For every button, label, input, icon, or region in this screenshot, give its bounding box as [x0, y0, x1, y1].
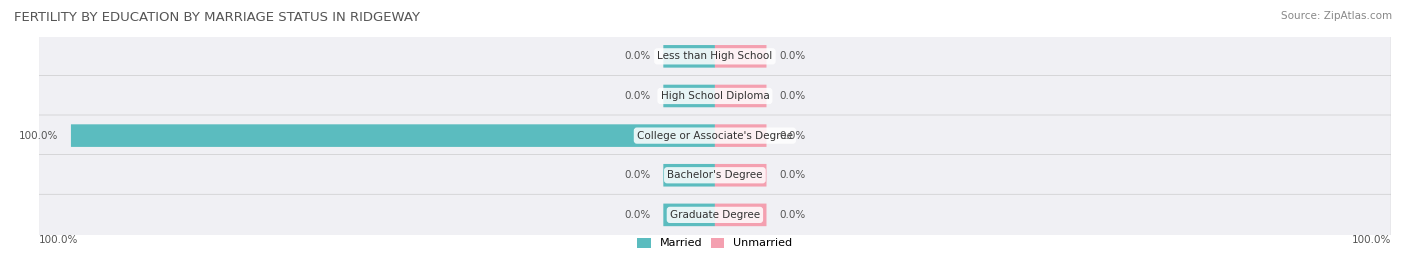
Text: FERTILITY BY EDUCATION BY MARRIAGE STATUS IN RIDGEWAY: FERTILITY BY EDUCATION BY MARRIAGE STATU… [14, 11, 420, 24]
FancyBboxPatch shape [70, 124, 716, 147]
FancyBboxPatch shape [714, 164, 766, 186]
Text: 0.0%: 0.0% [624, 51, 651, 61]
FancyBboxPatch shape [714, 204, 766, 226]
Text: Source: ZipAtlas.com: Source: ZipAtlas.com [1281, 11, 1392, 21]
Text: High School Diploma: High School Diploma [661, 91, 769, 101]
Text: 0.0%: 0.0% [624, 170, 651, 180]
FancyBboxPatch shape [714, 85, 766, 107]
Text: 100.0%: 100.0% [1351, 235, 1391, 245]
FancyBboxPatch shape [664, 45, 716, 68]
Text: 0.0%: 0.0% [779, 51, 806, 61]
Text: 0.0%: 0.0% [779, 131, 806, 141]
FancyBboxPatch shape [39, 75, 1391, 116]
FancyBboxPatch shape [714, 124, 766, 147]
Text: 0.0%: 0.0% [779, 210, 806, 220]
FancyBboxPatch shape [664, 204, 716, 226]
FancyBboxPatch shape [39, 155, 1391, 196]
Text: College or Associate's Degree: College or Associate's Degree [637, 131, 793, 141]
FancyBboxPatch shape [39, 194, 1391, 235]
FancyBboxPatch shape [39, 115, 1391, 156]
Text: 0.0%: 0.0% [779, 91, 806, 101]
Text: 0.0%: 0.0% [624, 91, 651, 101]
Text: 100.0%: 100.0% [39, 235, 79, 245]
Text: 0.0%: 0.0% [779, 170, 806, 180]
Legend: Married, Unmarried: Married, Unmarried [633, 233, 797, 253]
Text: Less than High School: Less than High School [657, 51, 772, 61]
Text: Bachelor's Degree: Bachelor's Degree [668, 170, 762, 180]
FancyBboxPatch shape [664, 85, 716, 107]
Text: Graduate Degree: Graduate Degree [669, 210, 761, 220]
FancyBboxPatch shape [714, 45, 766, 68]
FancyBboxPatch shape [39, 36, 1391, 77]
FancyBboxPatch shape [664, 164, 716, 186]
Text: 0.0%: 0.0% [624, 210, 651, 220]
Text: 100.0%: 100.0% [18, 131, 58, 141]
